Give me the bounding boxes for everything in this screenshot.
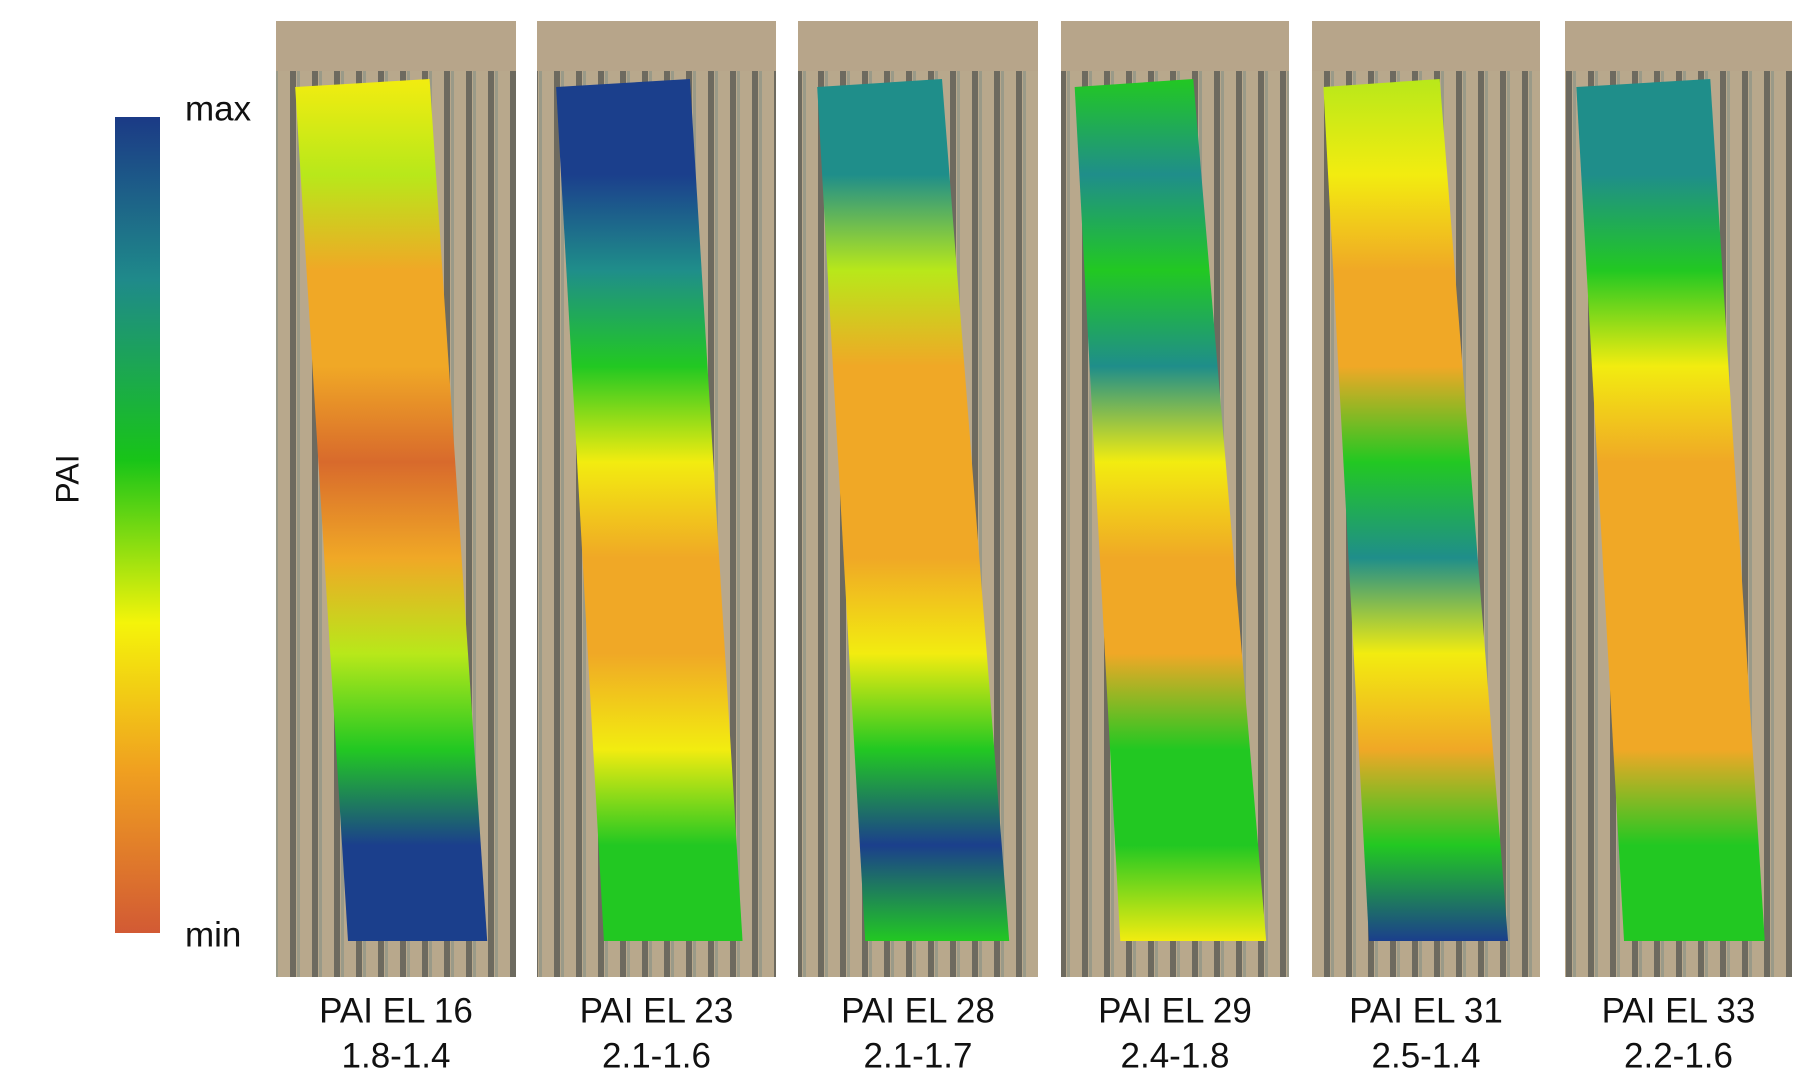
panel: PAI EL 28 2.1-1.7 bbox=[798, 21, 1038, 1075]
colorbar bbox=[115, 117, 160, 933]
field-edge bbox=[798, 21, 1038, 71]
panel-title: PAI EL 33 bbox=[1602, 991, 1756, 1030]
panel: PAI EL 23 2.1-1.6 bbox=[537, 21, 776, 1075]
field-edge bbox=[276, 21, 516, 71]
panel-title: PAI EL 23 bbox=[580, 991, 734, 1030]
field-edge bbox=[537, 21, 776, 71]
panel-range: 2.1-1.6 bbox=[602, 1036, 711, 1075]
colorbar-label: PAI bbox=[49, 454, 85, 503]
colorbar-min: min bbox=[185, 915, 241, 954]
pai-map bbox=[817, 79, 1010, 941]
panel-range: 2.4-1.8 bbox=[1121, 1036, 1230, 1075]
panel: PAI EL 33 2.2-1.6 bbox=[1565, 21, 1792, 1075]
panel: PAI EL 29 2.4-1.8 bbox=[1061, 21, 1289, 1075]
panel-range: 2.5-1.4 bbox=[1372, 1036, 1481, 1075]
pai-map bbox=[295, 79, 488, 941]
panel-title: PAI EL 31 bbox=[1349, 991, 1503, 1030]
colorbar-max: max bbox=[185, 89, 252, 128]
pai-map bbox=[1074, 79, 1267, 941]
panel-range: 2.2-1.6 bbox=[1624, 1036, 1733, 1075]
panel-range: 2.1-1.7 bbox=[864, 1036, 973, 1075]
pai-map bbox=[1576, 79, 1765, 941]
pai-map bbox=[556, 79, 743, 941]
panel-range: 1.8-1.4 bbox=[342, 1036, 451, 1075]
pai-map bbox=[1323, 79, 1509, 941]
panel-title: PAI EL 29 bbox=[1098, 991, 1252, 1030]
panel-title: PAI EL 16 bbox=[319, 991, 473, 1030]
panel-title: PAI EL 28 bbox=[841, 991, 995, 1030]
field-edge bbox=[1061, 21, 1289, 71]
field-edge bbox=[1312, 21, 1540, 71]
panel: PAI EL 31 2.5-1.4 bbox=[1312, 21, 1540, 1075]
panel: PAI EL 16 1.8-1.4 bbox=[276, 21, 516, 1075]
field-edge bbox=[1565, 21, 1792, 71]
